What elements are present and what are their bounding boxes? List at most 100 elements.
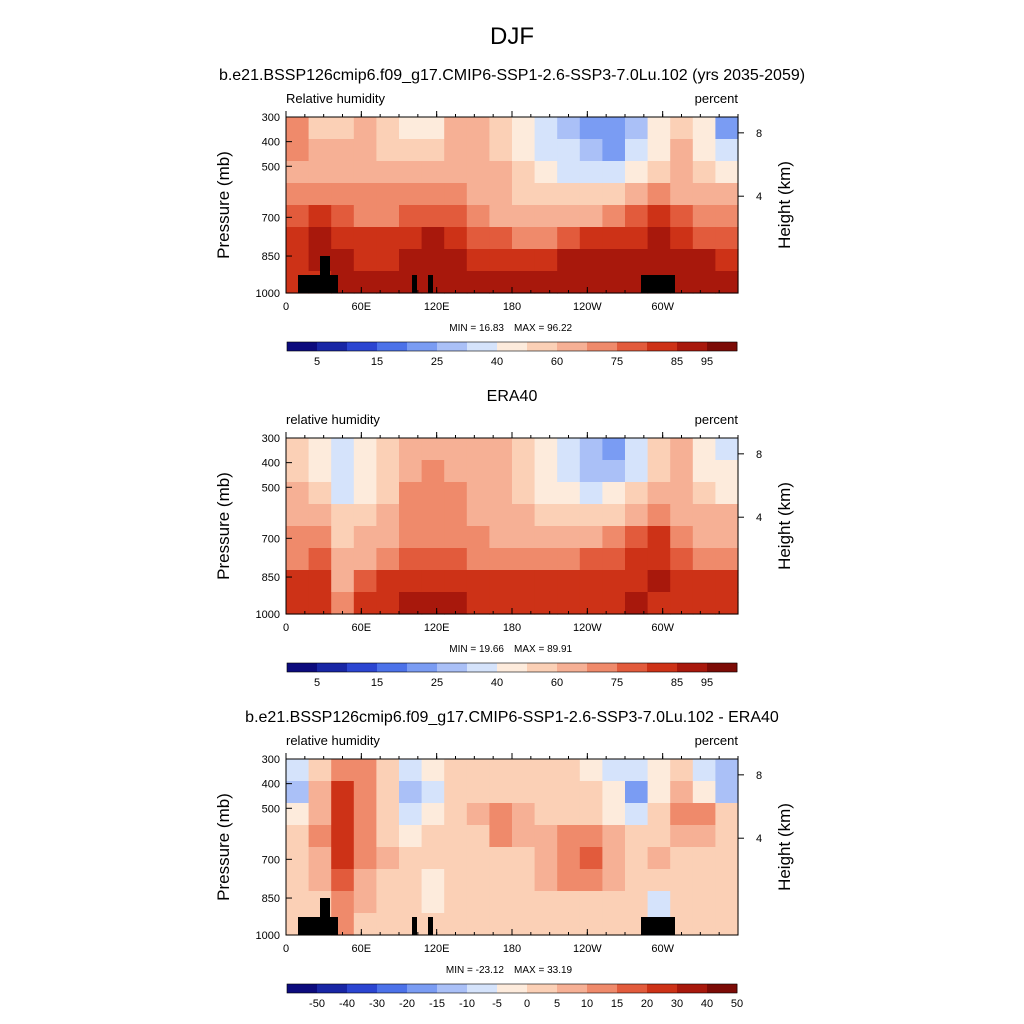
heatmap-cell — [512, 438, 536, 461]
heatmap-cell — [647, 570, 671, 593]
heatmap-cell — [534, 271, 558, 294]
panel-3: b.e21.BSSP126cmip6.f09_g17.CMIP6-SSP1-2.… — [214, 709, 794, 1010]
heatmap-cell — [625, 227, 649, 250]
heatmap-cell — [444, 227, 468, 250]
heatmap-cell — [647, 139, 671, 162]
heatmap-cell — [602, 825, 626, 848]
heatmap-cell — [534, 183, 558, 206]
heatmap-cell — [331, 548, 355, 571]
terrain-block — [428, 917, 433, 935]
heatmap-cell — [670, 803, 694, 826]
heatmap-cell — [421, 548, 445, 571]
heatmap-cell — [557, 781, 581, 804]
heatmap-cell — [557, 825, 581, 848]
heatmap-cell — [692, 482, 716, 505]
x-tick-label: 120W — [573, 622, 602, 634]
colorbar-label: 30 — [671, 998, 683, 1010]
heatmap-cell — [421, 891, 445, 914]
heatmap-cell — [579, 249, 603, 272]
heatmap-cell — [466, 504, 490, 527]
heatmap-cell — [421, 526, 445, 549]
heatmap-cell — [421, 271, 445, 294]
heatmap-cell — [670, 139, 694, 162]
colorbar-swatch — [437, 663, 468, 672]
heatmap-cell — [421, 825, 445, 848]
heatmap-cell — [376, 183, 400, 206]
x-tick-label: 0 — [283, 301, 289, 313]
heatmap-cell — [444, 482, 468, 505]
heatmap-cell — [692, 139, 716, 162]
colorbar-swatch — [287, 984, 318, 993]
heatmap-cell — [353, 869, 377, 892]
heatmap-cell — [376, 482, 400, 505]
colorbar-label: 5 — [314, 356, 320, 368]
heatmap-cell — [286, 570, 310, 593]
heatmap-cell — [489, 781, 513, 804]
heatmap-cell — [534, 847, 558, 870]
y2-tick-label: 4 — [756, 191, 762, 203]
heatmap-cell — [489, 504, 513, 527]
heatmap-cell — [670, 438, 694, 461]
heatmap-cell — [579, 891, 603, 914]
heatmap-cell — [399, 891, 423, 914]
heatmap-cell — [647, 117, 671, 140]
heatmap-cell — [444, 913, 468, 936]
heatmap-cell — [670, 570, 694, 593]
heatmap-cell — [308, 460, 332, 483]
heatmap-cell — [534, 913, 558, 936]
heatmap-cell — [625, 504, 649, 527]
heatmap-cell — [286, 781, 310, 804]
colorbar-label: 15 — [371, 677, 383, 689]
colorbar-swatch — [647, 663, 678, 672]
heatmap-cell — [331, 526, 355, 549]
heatmap-cell — [489, 161, 513, 184]
heatmap-cell — [399, 227, 423, 250]
colorbar-swatch — [317, 984, 348, 993]
colorbar-label: 40 — [491, 356, 503, 368]
heatmap-cell — [466, 460, 490, 483]
colorbar-frame — [286, 662, 738, 673]
colorbar-label: 15 — [371, 356, 383, 368]
colorbar-swatch — [557, 663, 588, 672]
heatmap-cell — [715, 825, 739, 848]
heatmap-cell — [286, 869, 310, 892]
heatmap-cell — [376, 869, 400, 892]
heatmap-cell — [421, 249, 445, 272]
heatmap-cell — [466, 759, 490, 782]
heatmap-cell — [692, 803, 716, 826]
colorbar-swatch — [407, 342, 438, 351]
heatmap-cell — [692, 891, 716, 914]
y-tick-label: 500 — [262, 803, 280, 815]
heatmap-cell — [376, 438, 400, 461]
colorbar-swatch — [617, 342, 648, 351]
heatmap-cell — [557, 161, 581, 184]
heatmap-cell — [512, 139, 536, 162]
heatmap-cell — [399, 803, 423, 826]
heatmap-cell — [715, 526, 739, 549]
heatmap-cell — [512, 205, 536, 228]
heatmap-cell — [331, 183, 355, 206]
heatmap-cell — [399, 913, 423, 936]
heatmap-cell — [715, 271, 739, 294]
variable-label: Relative humidity — [286, 91, 385, 106]
heatmap-cell — [376, 803, 400, 826]
heatmap-cell — [512, 161, 536, 184]
terrain-mask — [298, 256, 675, 293]
variable-label: relative humidity — [286, 412, 380, 427]
heatmap-cell — [715, 161, 739, 184]
colorbar-swatch — [677, 663, 708, 672]
heatmap-cell — [602, 803, 626, 826]
heatmap-cell — [376, 847, 400, 870]
heatmap-cell — [331, 847, 355, 870]
heatmap-cell — [557, 570, 581, 593]
x-tick-label: 120W — [573, 943, 602, 955]
heatmap-cell — [308, 504, 332, 527]
heatmap-cell — [647, 825, 671, 848]
colorbar-label: 0 — [524, 998, 530, 1010]
heatmap-cell — [286, 117, 310, 140]
heatmap-cell — [466, 847, 490, 870]
terrain-block — [641, 275, 675, 293]
heatmap-cell — [444, 161, 468, 184]
heatmap-cell — [353, 504, 377, 527]
heatmap-cell — [466, 271, 490, 294]
